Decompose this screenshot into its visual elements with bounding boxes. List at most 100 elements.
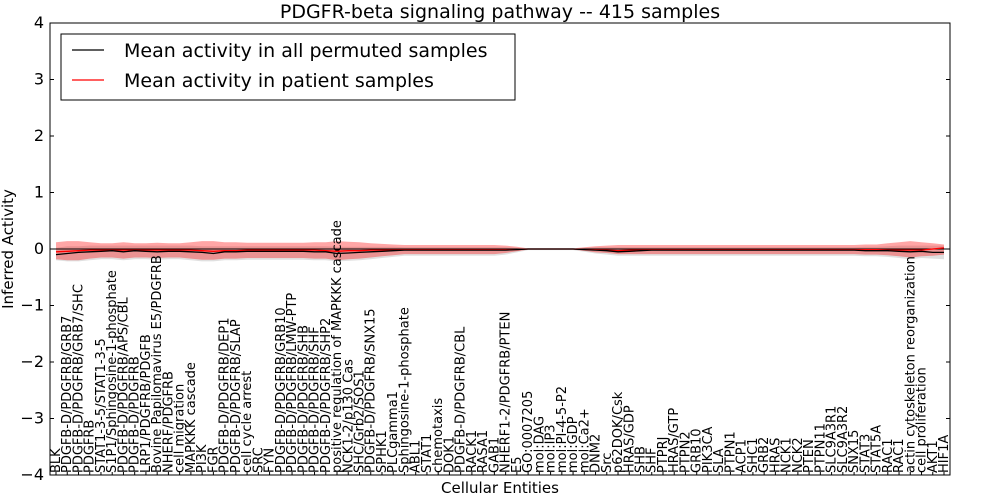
x-category-label: SLC9A3R1 — [825, 406, 840, 473]
x-category-label: PDGFRB — [83, 420, 98, 473]
x-category-label: PDGFB-D/PDGFRB/SHP2 — [319, 318, 334, 473]
x-category-label: STAT1 — [420, 434, 435, 473]
y-tick-label: −2 — [20, 352, 44, 371]
x-category-label: BLK — [49, 448, 64, 473]
x-category-label: PTPN2 — [679, 431, 694, 473]
y-tick-label: 0 — [34, 239, 44, 258]
x-category-label: mol:Ca2+ — [577, 408, 592, 473]
y-tick-label: 4 — [34, 13, 44, 32]
x-category-label: PIK3CA — [701, 426, 716, 473]
x-category-label: mol:DAG — [532, 416, 547, 473]
x-category-label: AKT1 — [926, 440, 941, 473]
x-category-label: S1P1/Sphingosine-1-phosphate — [105, 270, 120, 473]
x-category-label: PDGFB-D/PDGFRB/CBL — [454, 326, 469, 473]
x-category-label: Bovine Papilomavirus E5/PDGFRB — [150, 255, 165, 473]
x-category-label: NCK1-2/p130 Cas — [341, 359, 356, 473]
x-category-label: mol:PI-4-5-P2 — [555, 386, 570, 473]
x-category-label: PTEN — [802, 439, 817, 473]
x-category-label: NHERF/PDGFRB — [161, 371, 176, 473]
x-category-label: cell proliferation — [915, 367, 930, 473]
x-category-label: PDGFB-D/PDGFRB — [128, 356, 143, 473]
x-category-label: RASA1 — [476, 430, 491, 473]
y-tick-label: 1 — [34, 183, 44, 202]
x-category-label: NHERF1-2/PDGFRB/PTEN — [499, 312, 514, 473]
x-category-label: positive regulation of MAPKKK cascade — [330, 220, 345, 473]
x-category-label: cell migration — [173, 384, 188, 473]
x-category-label: STAT5A — [870, 425, 885, 473]
x-category-label: HRAS — [768, 438, 783, 473]
x-category-label: RAC1 — [892, 438, 907, 473]
x-category-label: PDGFB-D/PDGFRB/SNX15 — [364, 308, 379, 473]
y-axis-label: Inferred Activity — [0, 189, 17, 309]
x-category-label: PI3K — [195, 444, 210, 473]
x-category-label: PTPRJ — [656, 437, 671, 474]
x-category-label: STAT1-3-5/STAT1-3-5 — [94, 338, 109, 473]
y-tick-label: −4 — [20, 465, 44, 484]
x-category-label: PTPN11 — [813, 423, 828, 473]
legend-label-permuted: Mean activity in all permuted samples — [124, 40, 487, 62]
x-category-label: FYN — [263, 448, 278, 473]
x-category-label: GRB2 — [757, 437, 772, 473]
x-category-label: PDGFB-D/PDGFRB/GRB7/SHC — [72, 284, 87, 473]
x-category-label: PDGFB-D/PDGFRB/SHB — [296, 325, 311, 473]
x-category-label: cell cycle arrest — [240, 371, 255, 473]
x-category-label: RACK1 — [465, 430, 480, 473]
x-category-label: LRP1/PDGFRB/PDGFB — [139, 334, 154, 473]
x-axis-category-labels: BLKPDGFB-D/PDGFRB/GRB7PDGFB-D/PDGFRB/GRB… — [49, 220, 952, 475]
x-category-label: Src — [600, 453, 615, 473]
x-category-label: PDGFB-D/PDGFRB/SLAP — [229, 319, 244, 473]
x-category-label: PDGFB-D/PDGFRB/SHF — [308, 326, 323, 473]
x-category-label: PLCgamma1 — [386, 391, 401, 473]
y-tick-label: −3 — [20, 409, 44, 428]
series-line-permuted — [55, 248, 944, 256]
x-category-label: SHF — [645, 447, 660, 473]
x-category-label: PDGFB-D/PDGFRB/LMW-PTP — [285, 293, 300, 473]
chart-title: PDGFR-beta signaling pathway -- 415 samp… — [280, 1, 720, 23]
x-axis-label: Cellular Entities — [441, 479, 559, 497]
x-category-label: ABL1 — [409, 440, 424, 473]
x-category-label: RAC1 — [881, 438, 896, 473]
x-category-label: HRAS/GDP — [622, 405, 637, 473]
x-category-label: ACP1 — [735, 439, 750, 473]
legend: Mean activity in all permuted samples Me… — [60, 33, 516, 101]
x-category-label: GRB10 — [690, 428, 705, 473]
y-tick-label: −1 — [20, 296, 44, 315]
x-category-label: DOK1 — [442, 436, 457, 473]
x-category-label: actin cytoskeleton reorganization — [903, 256, 918, 473]
series-lines — [50, 247, 950, 256]
x-category-label: FGR — [206, 446, 221, 473]
x-category-label: MAPKKK cascade — [184, 362, 199, 473]
x-category-label: PDGFB-D/PDGFRB/GRB10 — [274, 307, 289, 473]
y-tick-label: 2 — [34, 126, 44, 145]
x-category-label: mol:IP3 — [544, 424, 559, 473]
x-category-label: SLC9A3R2 — [836, 406, 851, 473]
x-category-label: DNM2 — [589, 434, 604, 473]
x-category-label: p62DOK/Csk — [611, 391, 626, 473]
x-category-label: PTPN1 — [723, 431, 738, 473]
x-category-label: SNX15 — [847, 430, 862, 473]
x-category-label: PDGFB-D/PDGFRB/DEP1 — [218, 318, 233, 473]
x-category-label: SRC — [251, 447, 266, 473]
x-category-label: mol:GDP — [566, 416, 581, 473]
x-category-label: GO:0007205 — [521, 391, 536, 473]
x-category-label: NCK2 — [791, 437, 806, 473]
x-category-label: chemotaxis — [431, 398, 446, 473]
x-category-label: HIF1A — [937, 435, 952, 473]
x-category-label: STAT3 — [858, 434, 873, 473]
x-category-label: HRAS/GTP — [667, 408, 682, 473]
x-category-label: SHB — [634, 446, 649, 473]
x-category-label: GAB1 — [487, 437, 502, 473]
x-category-label: SPHK1 — [375, 430, 390, 473]
x-category-label: SHC/Grb2/SOS1 — [353, 370, 368, 473]
y-axis-ticks: 4 3 2 1 0 −1 −2 −3 −4 — [20, 13, 950, 484]
x-category-label: SHC1 — [746, 438, 761, 473]
x-category-label: E5 — [510, 457, 525, 474]
x-category-label: Sphingosine-1-phosphate — [398, 307, 413, 473]
x-category-label: NCK1 — [780, 437, 795, 473]
y-tick-label: 3 — [34, 70, 44, 89]
legend-label-patient: Mean activity in patient samples — [124, 70, 434, 92]
x-category-label: SLA — [712, 448, 727, 473]
legend-box — [60, 33, 516, 101]
